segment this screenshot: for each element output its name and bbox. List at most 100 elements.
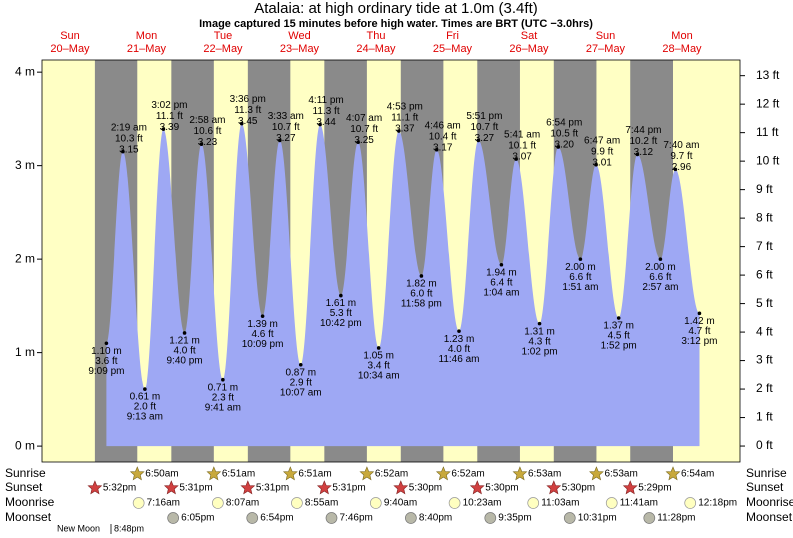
tide-point	[239, 121, 244, 126]
tide-time: 1:51 am	[562, 282, 598, 293]
tide-point	[419, 274, 424, 278]
tide-time: 10:07 am	[280, 387, 322, 398]
moon-phase-time: 8:48pm	[114, 523, 144, 533]
y-tick-label: 4 m	[15, 64, 35, 78]
tide-time: 9:13 am	[127, 412, 163, 423]
tide-time: 2:58 am	[189, 115, 225, 126]
tide-point	[199, 142, 204, 146]
day-date: 26–May	[509, 43, 549, 55]
moon-phase: New Moon	[57, 523, 100, 533]
sunset-time: 5:30pm	[562, 483, 595, 494]
row-label: Sunset	[746, 480, 784, 494]
y2-tick-label: 1 ft	[756, 410, 773, 424]
moonrise-icon	[291, 497, 303, 509]
sunset-time: 5:30pm	[485, 483, 518, 494]
y2-tick-label: 7 ft	[756, 239, 773, 253]
tide-time: 2:57 am	[642, 282, 678, 293]
chart-subtitle: Image captured 15 minutes before high wa…	[199, 18, 593, 30]
tide-feet: 4.3 ft	[528, 336, 550, 347]
moonset-icon	[484, 512, 497, 524]
tide-feet: 6.6 ft	[649, 272, 671, 283]
moonrise-time: 10:23am	[463, 498, 502, 509]
moonset-time: 6:54pm	[260, 513, 293, 524]
tide-height: 1.31 m	[524, 326, 555, 337]
day-name: Mon	[136, 30, 157, 42]
sunrise-time: 6:54am	[681, 469, 714, 480]
sunrise-icon	[589, 466, 604, 481]
sunrise-icon	[206, 466, 222, 481]
tide-feet: 11.1 ft	[156, 111, 183, 122]
day-date: 22–May	[203, 43, 243, 55]
tide-point	[457, 329, 461, 333]
tide-height: 0.71 m	[208, 382, 239, 393]
tide-point	[182, 331, 187, 335]
tide-feet: 11.3 ft	[313, 106, 340, 117]
tide-time: 7:44 pm	[625, 125, 661, 136]
tide-point	[376, 346, 381, 350]
tide-time: 7:40 am	[663, 140, 699, 151]
tide-height: 3.27	[475, 133, 495, 144]
tide-height: 1.21 m	[169, 336, 200, 347]
sunrise-icon	[665, 466, 681, 481]
tide-height: 1.61 m	[326, 298, 357, 309]
moonset-time: 8:40pm	[419, 513, 452, 524]
tide-feet: 9.7 ft	[670, 151, 692, 162]
row-label: Moonset	[5, 510, 52, 524]
tide-feet: 10.4 ft	[429, 131, 457, 142]
tide-time: 11:46 am	[439, 354, 480, 365]
day-name: Mon	[671, 30, 692, 42]
tide-height: 2.00 m	[645, 262, 676, 273]
tide-time: 5:51 pm	[466, 111, 502, 122]
tide-height: 0.61 m	[130, 392, 161, 403]
moonrise-time: 8:07am	[226, 498, 259, 509]
tide-feet: 10.7 ft	[470, 122, 498, 133]
moonrise-time: 8:55am	[305, 498, 338, 509]
moonrise-time: 7:16am	[147, 498, 180, 509]
tide-time: 10:09 pm	[242, 339, 284, 350]
tide-point	[594, 162, 598, 167]
sunrise-icon	[359, 466, 375, 481]
y2-tick-label: 8 ft	[756, 210, 773, 224]
tide-feet: 4.7 ft	[688, 326, 710, 337]
sunset-time: 5:31pm	[256, 483, 289, 494]
day-date: 24–May	[356, 43, 396, 55]
tide-feet: 3.4 ft	[368, 361, 390, 372]
chart-title: Atalaia: at high ordinary tide at 1.0m (…	[254, 0, 537, 17]
moonrise-time: 11:41am	[620, 498, 658, 509]
y2-tick-label: 13 ft	[756, 68, 780, 82]
day-name: Fri	[446, 30, 459, 42]
tide-height: 1.39 m	[247, 319, 278, 330]
row-label: Moonset	[746, 510, 793, 524]
tide-time: 9:09 pm	[88, 366, 124, 377]
tide-feet: 10.5 ft	[550, 129, 578, 140]
y-tick-label: 3 m	[15, 158, 35, 172]
y2-tick-label: 12 ft	[756, 96, 780, 110]
sunset-icon	[240, 480, 256, 495]
tide-feet: 9.9 ft	[591, 146, 613, 157]
tide-height: 3.39	[160, 122, 180, 133]
tide-point	[397, 129, 401, 133]
day-name: Sat	[521, 30, 538, 42]
moonrise-time: 9:40am	[384, 498, 417, 509]
tide-height: 3.12	[634, 147, 654, 158]
sunrise-time: 6:53am	[604, 469, 637, 480]
tide-point	[697, 311, 702, 316]
tide-time: 3:12 pm	[681, 336, 717, 347]
tide-height: 3.45	[238, 116, 258, 127]
moonset-time: 7:46pm	[340, 513, 373, 524]
moonrise-icon	[605, 497, 618, 509]
tide-feet: 5.3 ft	[330, 308, 352, 319]
plot-frame	[41, 59, 741, 463]
moonset-time: 11:28pm	[657, 513, 695, 524]
y2-tick-label: 11 ft	[756, 125, 779, 139]
tide-point	[658, 257, 663, 261]
tide-height: 2.96	[672, 162, 692, 173]
tide-feet: 4.0 ft	[173, 346, 195, 357]
tide-time: 10:42 pm	[320, 318, 362, 329]
sunrise-time: 6:52am	[375, 469, 408, 480]
tide-point	[578, 257, 583, 261]
tide-height: 3.27	[276, 133, 296, 144]
tide-feet: 2.9 ft	[290, 377, 312, 388]
row-label: Moonrise	[746, 495, 793, 509]
tide-point	[221, 377, 225, 382]
